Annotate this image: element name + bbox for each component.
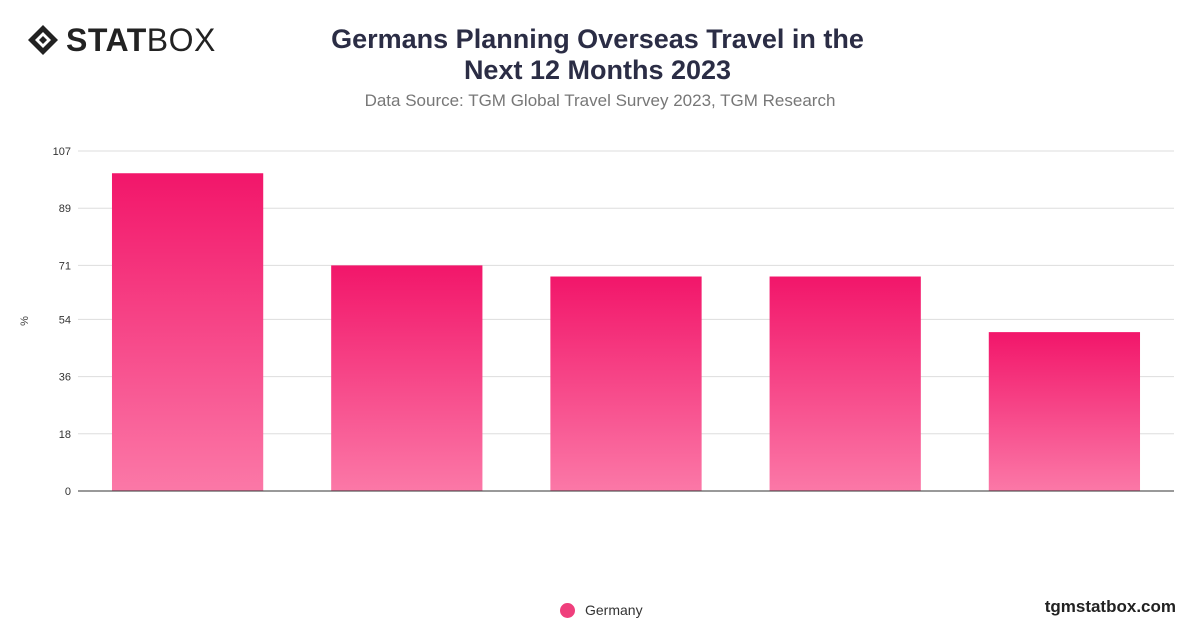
y-tick-label: 54 bbox=[59, 314, 71, 326]
logo-text-light: BOX bbox=[146, 22, 216, 58]
bar-germany-5[interactable] bbox=[988, 332, 1141, 491]
diamond-logo-icon bbox=[28, 25, 58, 55]
y-tick-label: 36 bbox=[59, 372, 71, 384]
bar-germany-4[interactable] bbox=[769, 276, 921, 491]
chart-title: Germans Planning Overseas Travel in the … bbox=[331, 24, 864, 85]
y-tick-label: 107 bbox=[53, 146, 71, 158]
bar-germany-3[interactable] bbox=[550, 276, 702, 491]
statbox-logo: STATBOX bbox=[26, 22, 216, 58]
bar-germany-2[interactable] bbox=[331, 265, 483, 491]
y-tick-label: 71 bbox=[59, 260, 71, 272]
y-tick-label: 18 bbox=[59, 429, 71, 441]
legend-swatch bbox=[560, 602, 575, 618]
logo-text: STATBOX bbox=[66, 22, 216, 58]
legend-label: Germany bbox=[585, 602, 643, 618]
chart-subtitle: Data Source: TGM Global Travel Survey 20… bbox=[364, 91, 836, 110]
bar-germany-1[interactable] bbox=[111, 173, 264, 492]
logo-text-bold: STAT bbox=[66, 22, 147, 58]
y-axis-label: % bbox=[19, 316, 31, 326]
y-tick-label: 0 bbox=[65, 486, 71, 498]
footer-url[interactable]: tgmstatbox.com bbox=[1044, 597, 1176, 616]
chart-legend[interactable]: Germany bbox=[560, 602, 643, 618]
y-tick-label: 89 bbox=[59, 203, 71, 215]
